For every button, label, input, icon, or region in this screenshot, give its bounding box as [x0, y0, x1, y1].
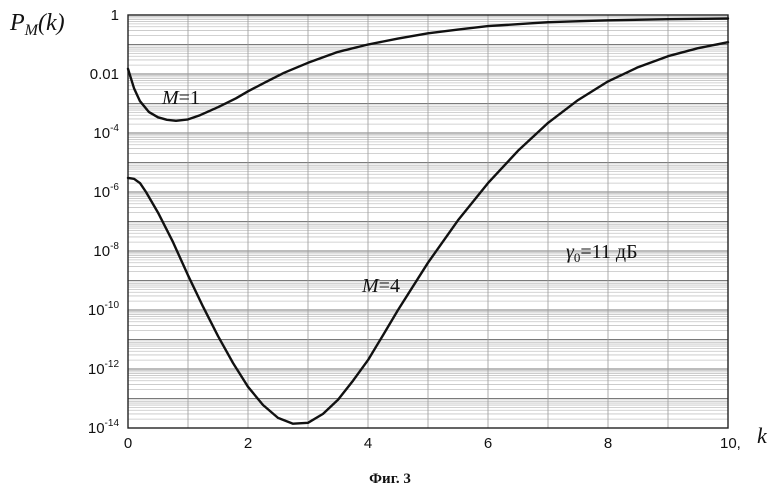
y-tick-label: 10-10 [88, 300, 120, 319]
x-tick-label: 8 [604, 435, 612, 452]
gamma-annotation: γ0=11 дБ [566, 241, 638, 265]
figure-caption: Фиг. 3 [369, 471, 411, 487]
x-tick-label: 2 [244, 435, 252, 452]
y-tick-label: 1 [111, 7, 119, 24]
x-axis-label: k [757, 423, 768, 448]
series-line-2 [126, 41, 730, 425]
x-tick-label: 4 [364, 435, 372, 452]
y-tick-label: 0.01 [90, 66, 119, 83]
y-tick-label: 10-12 [88, 359, 120, 378]
series-label-m1: M=1 [161, 87, 200, 109]
series-line-1 [126, 17, 730, 122]
x-tick-label: 6 [484, 435, 492, 452]
plot-frame [127, 14, 729, 429]
grid [127, 14, 729, 429]
y-tick-label: 10-8 [93, 241, 119, 260]
x-tick-label: 10, [720, 435, 741, 452]
series-lines [126, 17, 730, 425]
y-tick-label: 10-6 [93, 182, 119, 201]
y-axis-label: PM(k) [9, 10, 65, 39]
series-label-m4: M=4 [361, 275, 400, 297]
y-tick-label: 10-4 [93, 123, 119, 142]
axis-ticks: 1 0.01 10-4 10-6 10-8 10-10 10-12 10-140 2 4 6 8 10, [88, 7, 741, 452]
y-tick-label: 10-14 [88, 418, 120, 437]
x-tick-label: 0 [124, 435, 132, 452]
